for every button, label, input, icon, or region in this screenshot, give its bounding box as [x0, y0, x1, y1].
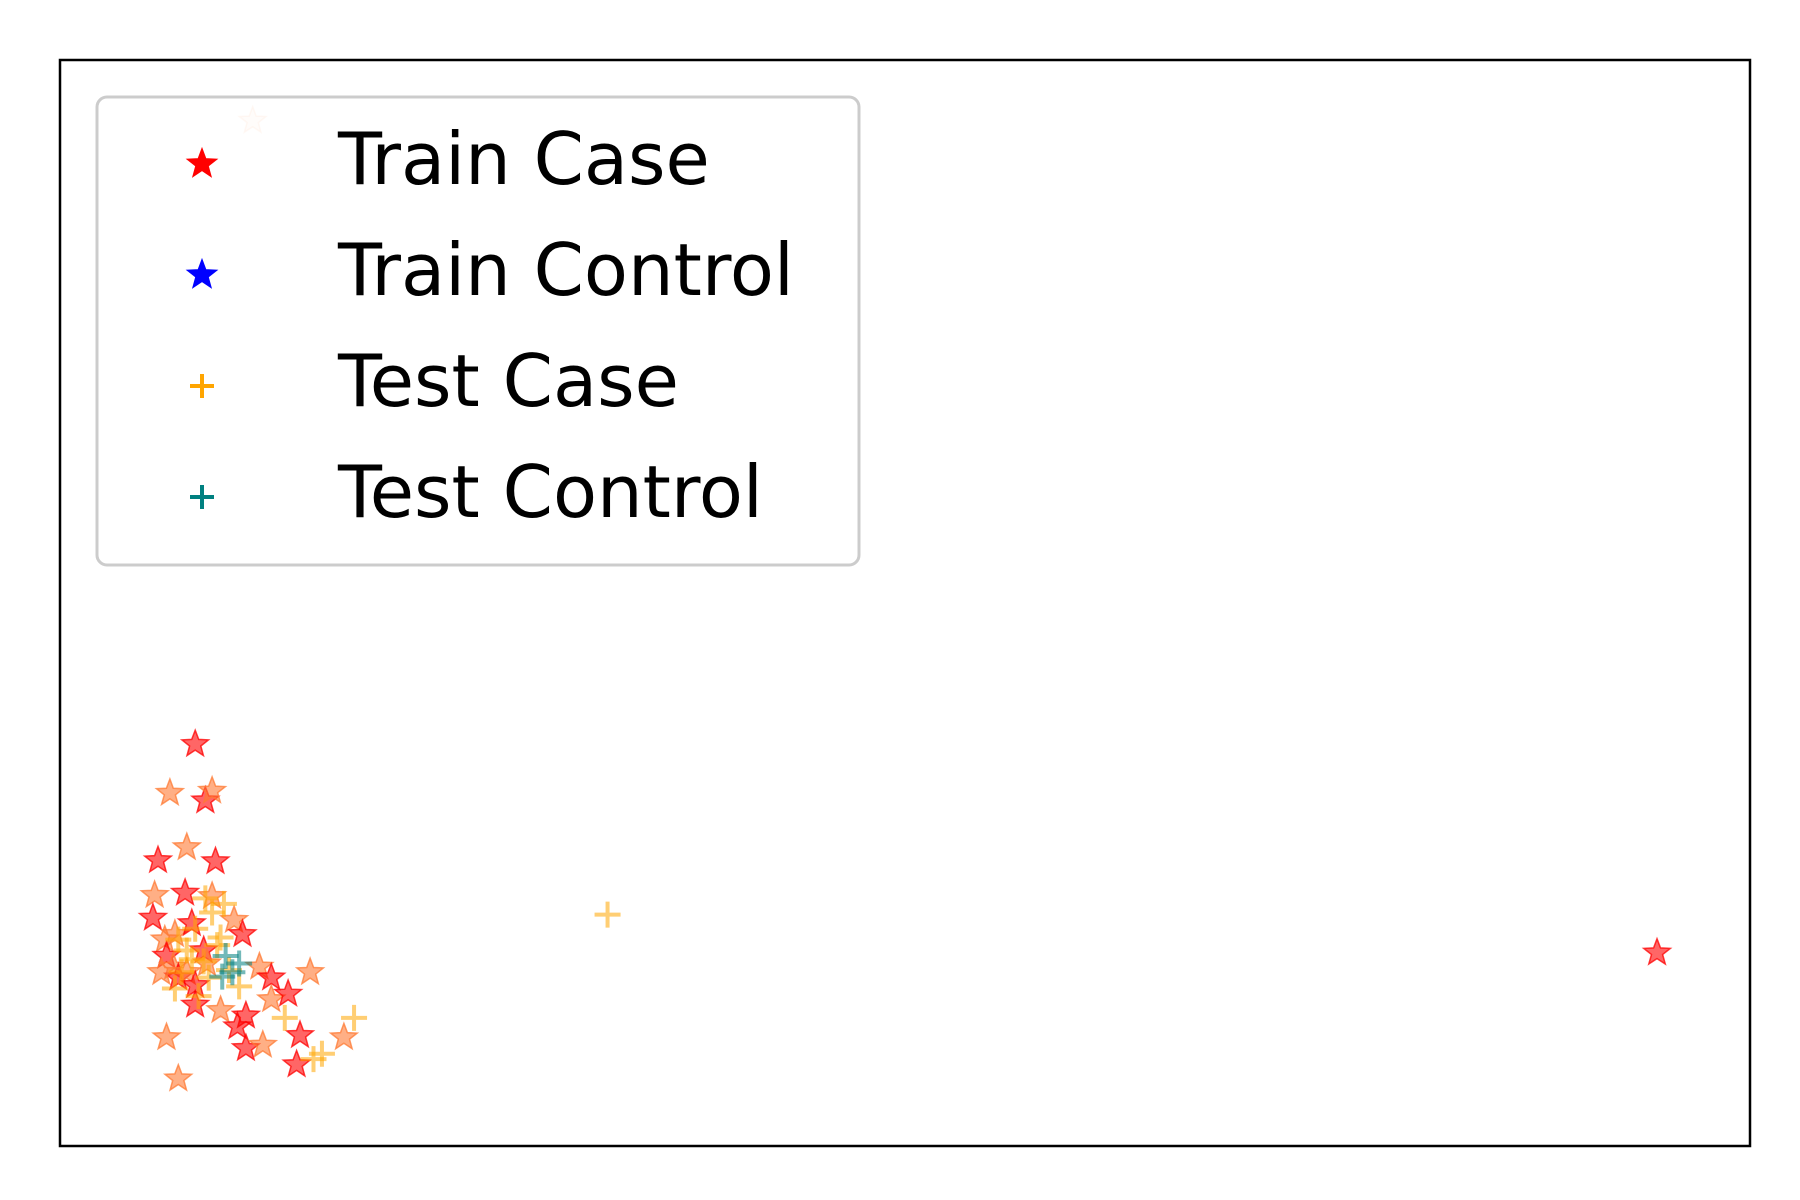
train-case-point	[196, 774, 228, 804]
train-case-point	[169, 876, 201, 907]
train-case-point	[227, 918, 258, 948]
test-case-point	[190, 948, 217, 975]
train-case-point	[171, 831, 203, 861]
train-case-point	[151, 1021, 182, 1051]
train-case-point	[284, 1019, 316, 1049]
train-case-point	[328, 1021, 360, 1051]
train-case-point	[139, 878, 171, 909]
test-case-point	[226, 973, 253, 1000]
legend-box	[95, 95, 861, 567]
train-case-point	[137, 901, 169, 932]
test-case-point	[271, 1004, 298, 1031]
test-case-point	[594, 901, 621, 928]
test-case-point	[161, 975, 188, 1002]
test-case-point	[341, 1004, 368, 1031]
train-case-point	[222, 1010, 253, 1040]
legend: Train Case Train Control Test Case Test …	[95, 95, 861, 567]
test-case-point	[178, 946, 205, 973]
train-case-point	[162, 1062, 194, 1092]
legend-marker-test-control	[190, 485, 214, 509]
test-case-point	[182, 915, 209, 942]
legend-marker-train-control	[185, 257, 219, 289]
legend-label-test-case: Test Case	[337, 339, 679, 423]
train-case-point	[272, 977, 304, 1008]
legend-label-train-case: Train Case	[337, 117, 710, 201]
train-case-point	[146, 956, 177, 986]
train-case-point	[142, 844, 174, 874]
points-layer	[137, 104, 1673, 1092]
test-case-point	[207, 924, 234, 951]
train-case-point	[1641, 936, 1673, 966]
legend-marker-test-case	[190, 374, 214, 398]
legend-marker-train-case	[185, 146, 219, 178]
test-case-point	[210, 890, 237, 917]
test-case-point	[192, 885, 219, 912]
train-case-point	[200, 845, 231, 875]
legend-label-test-control: Test Control	[337, 450, 763, 534]
test-case-point	[300, 1046, 327, 1073]
train-case-point	[205, 994, 236, 1024]
test-case-point	[185, 983, 212, 1010]
test-case-point	[168, 959, 195, 986]
test-control-point	[209, 963, 236, 990]
train-case-point	[294, 956, 326, 986]
train-case-point	[247, 1028, 279, 1059]
legend-entries	[185, 146, 219, 509]
test-control-point	[212, 942, 239, 969]
train-case-point	[179, 728, 211, 758]
legend-label-train-control: Train Control	[337, 228, 794, 312]
train-case-point	[154, 776, 186, 807]
train-case-point	[179, 988, 211, 1018]
